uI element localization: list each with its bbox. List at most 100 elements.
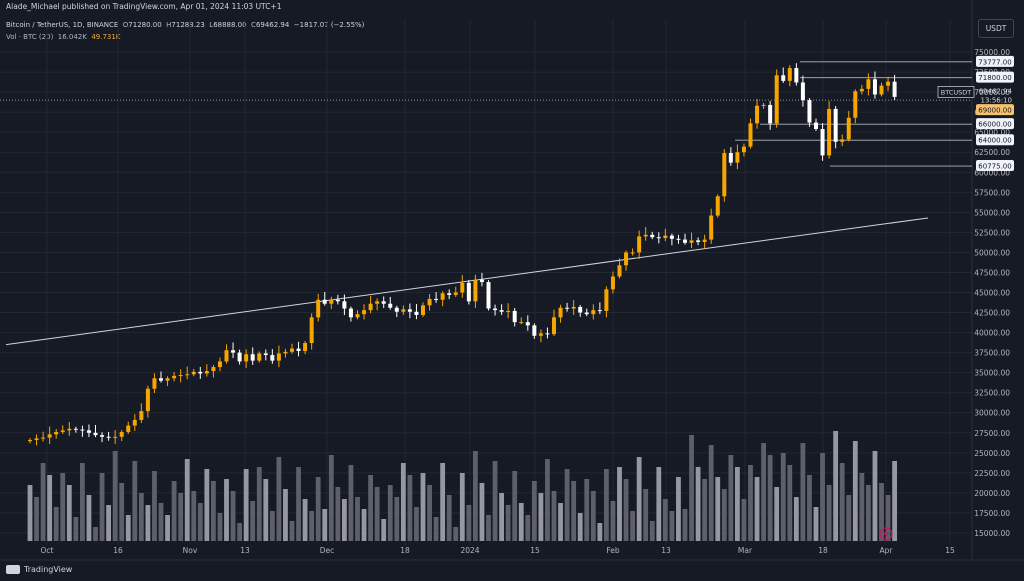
price-tag-box [976,134,1014,146]
volume-bar [125,515,131,541]
price-tick-label: 27500.00 [974,429,1010,438]
tradingview-footer: TradingView [6,565,72,574]
volume-bar [93,527,98,541]
volume-bar [355,497,360,541]
candle-body [34,438,39,440]
candle-body [427,298,432,306]
candle-body [840,139,845,142]
volume-bar [106,505,111,541]
price-tick-label: 35000.00 [974,369,1010,378]
volume-bar [715,477,721,541]
volume-bar [138,493,144,541]
price-tick-label: 40000.00 [974,329,1010,338]
candle-body [270,355,275,361]
symbol-tag-box [937,86,975,98]
volume-bar [296,467,301,541]
volume-bar [800,443,806,541]
volume-bar [754,477,760,541]
volume-bar [780,453,786,541]
volume-bar [47,475,53,541]
volume-bar [283,489,288,541]
volume-bar [885,495,891,541]
candle-body [250,354,255,361]
volume-bar [400,463,406,541]
price-tick-label: 55000.00 [974,208,1010,217]
candle-body [335,299,340,302]
candle-body [578,306,583,313]
candle-body [316,299,321,318]
candle-body [421,305,425,315]
price-tag-box [976,118,1014,130]
candle-body [113,436,118,438]
volume-bar [250,501,256,541]
candle-body [204,371,209,374]
candle-body [886,81,891,86]
volume-bar [440,463,446,541]
chart-icons [879,527,893,541]
candle-body [60,430,65,432]
candle-body [787,68,792,81]
candle-body [86,430,91,433]
candle-body [244,354,249,362]
candle-body [388,303,393,308]
volume-bar [682,509,688,541]
time-tick-label: Nov [183,546,198,555]
volume-bar [145,505,151,541]
candle-body [237,352,242,362]
candle-body [571,306,576,309]
candle-body [591,310,596,315]
volume-bar [649,521,655,541]
volume-bar [433,517,439,541]
volume-bar [420,473,426,541]
volume-bar [86,495,92,541]
volume-bars [27,431,897,541]
candle-body [224,350,229,362]
candle-body [381,301,386,304]
volume-bar [269,511,275,541]
volume-bar [505,505,511,541]
volume-bar [669,511,675,541]
volume-bar [53,507,59,541]
candle-body [139,411,144,420]
candle-body [650,234,655,238]
volume-bar [604,469,609,541]
candle-body [663,235,668,238]
price-tick-label: 15000.00 [974,529,1010,538]
candle-body [453,292,458,295]
candle-body [414,311,419,315]
candle-body [447,293,452,295]
candle-body [165,378,170,381]
candle-body [512,310,517,323]
tradingview-logo-icon [6,565,20,574]
volume-bar [197,503,203,541]
volume-bar [767,455,773,541]
time-tick-label: 18 [400,546,410,555]
candle-body [552,317,556,335]
volume-bar [545,459,550,541]
currency-button[interactable]: USDT [978,19,1014,38]
volume-bar [335,487,341,541]
price-tag-box [976,160,1014,172]
candle-body [460,282,465,293]
volume-bar [571,481,577,541]
footer-brand: TradingView [24,565,73,574]
candle-body [375,301,380,304]
volume-bar [748,465,753,541]
volume-bar [184,459,190,541]
price-tag-box [976,55,1014,67]
volume-bar [630,511,635,541]
volume-bar [387,485,393,541]
candle-body [755,105,760,124]
price-tag-label: 73777.00 [978,58,1011,66]
volume-label[interactable]: Vol · BTC (20) [6,33,54,41]
candle-body [689,240,694,243]
candle-body [656,237,661,239]
candle-body [532,325,537,336]
price-tag-label: 69000.00 [978,107,1011,115]
ohlc-legend: Bitcoin / TetherUS, 1D, BINANCE O71280.0… [6,21,364,29]
symbol-title[interactable]: Bitcoin / TetherUS, 1D, BINANCE [6,21,119,29]
volume-bar [643,489,649,541]
candle-body [774,75,779,124]
candle-body [119,431,124,437]
